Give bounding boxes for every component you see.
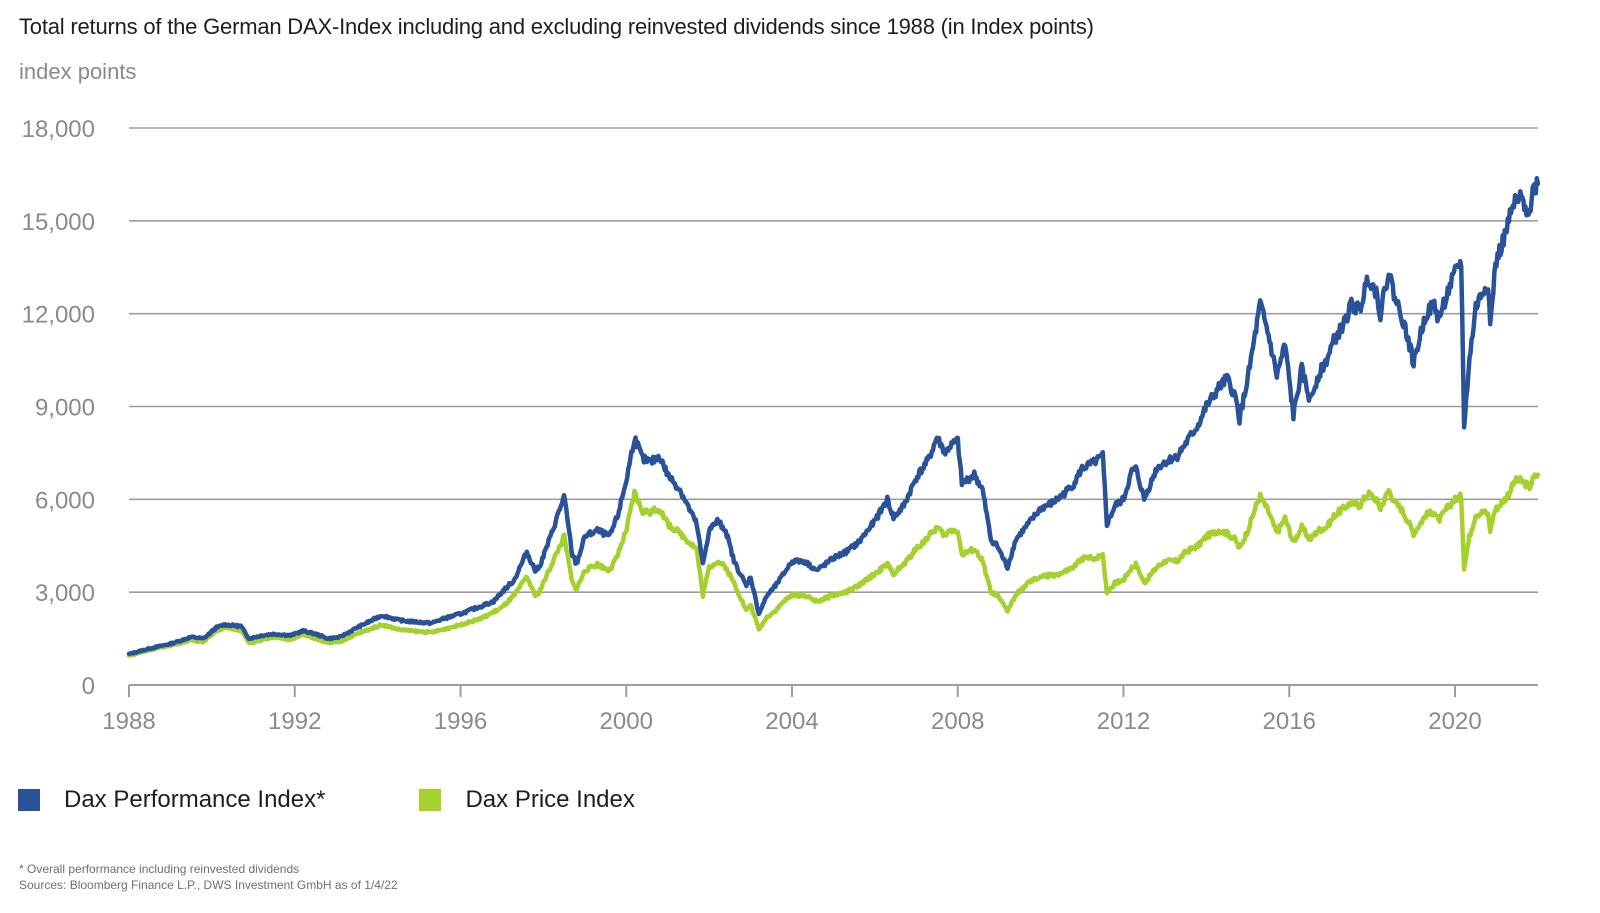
y-tick-label: 12,000 xyxy=(22,302,95,329)
legend-label-performance: Dax Performance Index* xyxy=(64,786,326,813)
legend-swatch-performance xyxy=(18,789,40,811)
legend: Dax Performance Index* Dax Price Index xyxy=(18,786,729,814)
y-tick-label: 9,000 xyxy=(35,395,95,422)
chart-title: Total returns of the German DAX-Index in… xyxy=(19,14,1094,39)
footnote-sources: Sources: Bloomberg Finance L.P., DWS Inv… xyxy=(19,878,398,892)
series-lines xyxy=(126,176,1541,658)
legend-item-price: Dax Price Index xyxy=(419,786,635,814)
y-tick-label: 0 xyxy=(82,673,95,700)
x-axis: 1988 1992 1996 2000 2004 2008 2012 2016 2020 xyxy=(102,684,1538,735)
gridlines xyxy=(129,127,1538,593)
x-tick-label: 2012 xyxy=(1097,708,1150,735)
legend-item-performance: Dax Performance Index* xyxy=(18,786,325,814)
footnote-note: * Overall performance including reinvest… xyxy=(19,862,300,876)
x-tick-label: 1992 xyxy=(268,708,321,735)
legend-swatch-price xyxy=(419,789,442,811)
y-tick-label: 6,000 xyxy=(35,487,95,514)
x-tick-label: 1996 xyxy=(434,708,487,735)
x-tick-label: 2020 xyxy=(1428,708,1481,735)
y-tick-label: 15,000 xyxy=(22,209,95,236)
x-tick-label: 2016 xyxy=(1263,708,1316,735)
x-tick-label: 2008 xyxy=(931,708,984,735)
footnote: * Overall performance including reinvest… xyxy=(19,861,398,893)
series-line-price xyxy=(126,472,1541,658)
y-tick-label: 18,000 xyxy=(22,116,95,143)
y-tick-label: 3,000 xyxy=(35,580,95,607)
y-axis-ticks: 0 3,000 6,000 9,000 12,000 15,000 18,000 xyxy=(22,116,95,700)
x-tick-label: 2004 xyxy=(765,708,818,735)
x-tick-label: 1988 xyxy=(102,708,155,735)
legend-label-price: Dax Price Index xyxy=(465,786,635,813)
y-axis-unit-label: index points xyxy=(19,59,137,84)
series-line-performance xyxy=(126,176,1541,657)
x-tick-label: 2000 xyxy=(600,708,653,735)
